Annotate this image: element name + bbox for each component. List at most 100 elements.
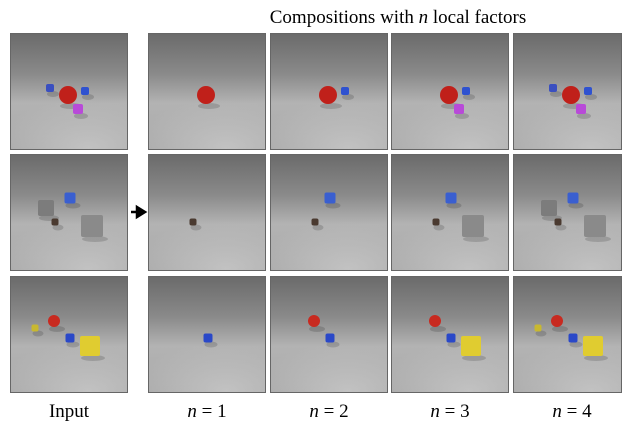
object-shadow — [82, 94, 94, 100]
sphere — [440, 86, 458, 104]
title-suffix: local factors — [433, 7, 526, 28]
cube — [534, 324, 542, 332]
cube — [554, 218, 562, 226]
column-text: = 3 — [445, 401, 470, 422]
cube — [446, 333, 456, 343]
object-shadow — [568, 202, 584, 209]
tile-floor — [148, 88, 266, 150]
cube — [46, 84, 54, 92]
object-shadow — [463, 94, 475, 100]
object-shadow — [47, 91, 59, 97]
cube — [80, 336, 100, 356]
cube — [445, 192, 457, 204]
image-tile — [391, 33, 509, 150]
object-shadow — [552, 326, 568, 332]
object-shadow — [584, 355, 608, 361]
object-shadow — [32, 330, 44, 337]
cube — [325, 333, 335, 343]
column-text: = 1 — [202, 401, 227, 422]
object-shadow — [65, 202, 81, 209]
cube — [454, 104, 464, 114]
cube — [81, 87, 89, 95]
tile-border — [10, 33, 128, 150]
cube — [432, 218, 440, 226]
cube — [462, 87, 470, 95]
title-variable: n — [419, 7, 429, 28]
image-tile — [10, 154, 128, 271]
column-label: n = 4 — [552, 401, 592, 422]
object-shadow — [447, 341, 461, 348]
object-shadow — [446, 202, 462, 209]
tile-floor — [10, 88, 128, 150]
sphere — [197, 86, 215, 104]
object-shadow — [462, 355, 486, 361]
object-shadow — [326, 341, 340, 348]
object-shadow — [550, 91, 562, 97]
column-variable: n — [187, 401, 197, 422]
column-variable: n — [430, 401, 440, 422]
tile-floor — [148, 209, 266, 271]
object-shadow — [455, 113, 469, 119]
image-tile — [270, 33, 388, 150]
object-shadow — [82, 236, 108, 242]
image-tile — [10, 33, 128, 150]
cube — [38, 200, 54, 216]
tile-floor — [270, 209, 388, 271]
cube — [73, 104, 83, 114]
tile-border — [148, 33, 266, 150]
sphere — [429, 315, 441, 327]
cube — [64, 192, 76, 204]
tile-floor — [148, 331, 266, 393]
object-shadow — [66, 341, 80, 348]
tile-border — [391, 154, 509, 271]
object-shadow — [312, 224, 324, 231]
object-shadow — [555, 224, 567, 231]
cube — [81, 215, 103, 237]
cube — [31, 324, 39, 332]
column-label: Input — [49, 401, 90, 422]
cube — [324, 192, 336, 204]
image-tile — [513, 33, 622, 150]
cube — [584, 215, 606, 237]
sphere — [59, 86, 77, 104]
object-shadow — [325, 202, 341, 209]
column-label: n = 3 — [430, 401, 469, 422]
cube — [462, 215, 484, 237]
tile-border — [391, 33, 509, 150]
cube — [541, 200, 557, 216]
tile-border — [10, 276, 128, 393]
image-tile — [270, 276, 388, 393]
image-tile — [148, 276, 266, 393]
image-tile — [513, 154, 622, 271]
object-shadow — [577, 113, 591, 119]
object-shadow — [433, 224, 445, 231]
image-tile — [391, 276, 509, 393]
column-label: n = 1 — [187, 401, 226, 422]
cube — [568, 333, 578, 343]
object-shadow — [81, 355, 105, 361]
cube — [203, 333, 213, 343]
cube — [189, 218, 197, 226]
cube — [461, 336, 481, 356]
tile-border — [270, 33, 388, 150]
object-shadow — [74, 113, 88, 119]
cube — [583, 336, 603, 356]
sphere — [48, 315, 60, 327]
image-tile — [10, 276, 128, 393]
column-variable: n — [552, 401, 562, 422]
column-text: = 4 — [567, 401, 592, 422]
tile-floor — [391, 88, 509, 150]
tile-floor — [513, 88, 622, 150]
tile-floor — [270, 88, 388, 150]
tile-border — [10, 154, 128, 271]
arrow — [131, 204, 148, 220]
sphere — [319, 86, 337, 104]
object-shadow — [198, 103, 220, 109]
object-shadow — [569, 341, 583, 348]
object-shadow — [463, 236, 489, 242]
object-shadow — [342, 94, 354, 100]
object-shadow — [585, 236, 611, 242]
cube — [311, 218, 319, 226]
